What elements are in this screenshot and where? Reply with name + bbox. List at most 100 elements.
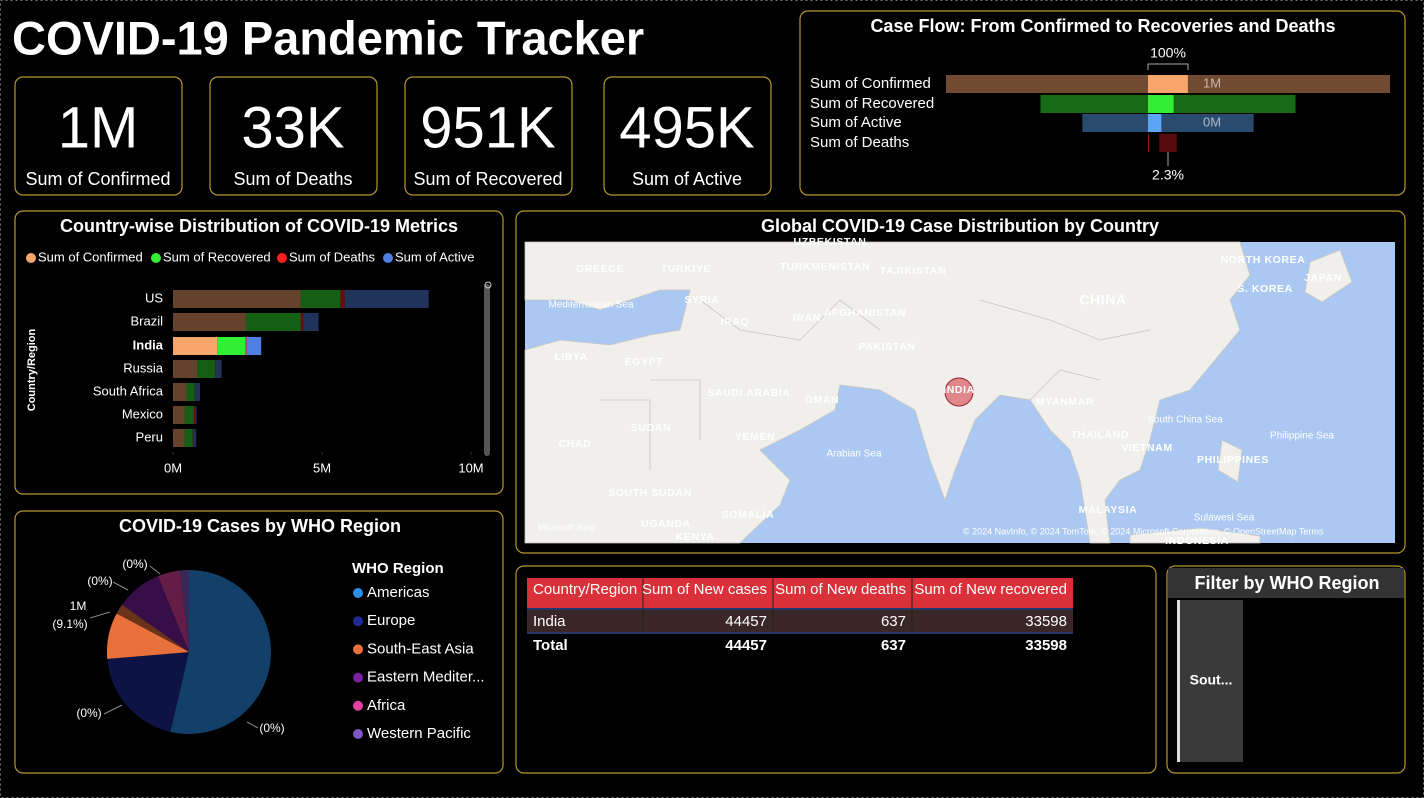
slicer-button[interactable] — [1177, 600, 1243, 762]
map-label: SOMALIA — [722, 509, 775, 521]
pie-percent-label: (0%) — [122, 557, 147, 571]
chart-title: COVID-19 Cases by WHO Region — [119, 516, 401, 536]
page-title: COVID-19 Pandemic Tracker — [12, 11, 644, 64]
map-label: SUDAN — [631, 422, 671, 434]
legend-label: Sum of Deaths — [289, 249, 375, 264]
pie-highlight — [107, 613, 189, 659]
card-value: 495K — [619, 95, 755, 160]
table-row-bg — [527, 610, 1073, 632]
legend-label: Europe — [367, 612, 415, 629]
map-label: IRAQ — [721, 316, 750, 328]
map-label: CHAD — [559, 438, 592, 450]
legend-label: Sum of Confirmed — [38, 249, 143, 264]
funnel-panel — [799, 10, 1406, 196]
pie-slice — [122, 576, 189, 652]
bar-segment — [192, 429, 194, 447]
table-total: 44457 — [725, 637, 767, 654]
map[interactable]: UZBEKISTAN GREECE TÜRKIYE TURKMENISTAN TAJIK… — [524, 236, 1395, 547]
map-label: IRAN — [793, 312, 821, 324]
card-panel — [404, 76, 573, 196]
legend-marker — [151, 253, 161, 263]
map-bubble[interactable] — [944, 377, 974, 407]
table-header: Sum of New cases — [642, 581, 767, 598]
map-sea-label: South China Sea — [1147, 415, 1223, 426]
funnel-label: Sum of Deaths — [810, 134, 909, 151]
bar-segment — [186, 383, 195, 401]
funnel-bracket — [1147, 63, 1189, 70]
bar-segment — [300, 290, 341, 308]
legend-marker — [353, 729, 363, 739]
card-value: 1M — [58, 95, 139, 160]
map-provider: Microsoft Bing — [538, 522, 595, 532]
map-label: SYRIA — [684, 294, 719, 306]
map-label: YEMEN — [735, 431, 775, 443]
table-total: 33598 — [1025, 637, 1067, 654]
map-sea-label: Sulawesi Sea — [1194, 513, 1255, 524]
table-header: Country/Region — [533, 581, 637, 598]
y-tick-label: Brazil — [130, 313, 163, 328]
scrollbar[interactable] — [484, 284, 490, 456]
slicer-title: Filter by WHO Region — [1194, 573, 1379, 593]
scrollbar-thumb[interactable] — [484, 281, 492, 289]
map-land — [524, 241, 1251, 544]
y-tick-label: Mexico — [122, 406, 163, 421]
map-label: TAJIKISTAN — [880, 265, 946, 277]
legend-marker — [353, 672, 363, 683]
y-tick-label: India — [133, 337, 164, 352]
card-value: 33K — [241, 95, 345, 160]
bar-segment — [344, 290, 429, 308]
table-cell: 637 — [881, 613, 906, 630]
funnel-value-label: 0M — [1203, 114, 1221, 129]
legend-label: Western Pacific — [367, 725, 471, 742]
bar-segment — [193, 406, 196, 424]
map-label: TURKMENISTAN — [780, 261, 870, 273]
chart-title: Case Flow: From Confirmed to Recoveries … — [870, 16, 1335, 36]
legend-label: Sum of Recovered — [163, 249, 271, 264]
legend-marker — [26, 253, 36, 263]
bar-segment — [300, 313, 304, 331]
map-label: SOUTH SUDAN — [608, 487, 692, 499]
x-tick-label: 5M — [313, 460, 331, 475]
bar-segment — [173, 429, 185, 447]
map-sea-label: Arabian Sea — [826, 449, 881, 460]
map-label: VIETNAM — [1121, 442, 1172, 454]
table-header: Sum of New deaths — [775, 581, 906, 598]
map-label: INDIA — [943, 384, 975, 396]
bar-segment — [173, 383, 187, 401]
legend-label: Sum of Active — [395, 249, 474, 264]
card-label: Sum of Deaths — [233, 169, 352, 189]
table-total: 637 — [881, 637, 906, 654]
table-cell: 33598 — [1025, 613, 1067, 630]
legend-label: South-East Asia — [367, 640, 474, 657]
legend-marker — [353, 588, 363, 598]
map-label: SAUDI ARABIA — [707, 387, 790, 399]
bar-segment — [173, 406, 185, 424]
map-label: OMAN — [805, 394, 839, 406]
bar-segment — [194, 383, 200, 401]
pie-panel — [14, 510, 504, 774]
y-axis-title: Country/Region — [26, 328, 38, 411]
map-label: PAKISTAN — [859, 341, 916, 353]
map-sea-label: Philippine Sea — [1270, 431, 1334, 442]
bar-segment — [215, 360, 222, 378]
card-panel — [603, 76, 772, 196]
map-label: JAPAN — [1304, 272, 1342, 284]
map-label: S. KOREA — [1237, 283, 1293, 295]
map-attribution: © 2024 NavInfo, © 2024 TomTom, © 2024 Mi… — [963, 526, 1324, 536]
legend-label: Americas — [367, 584, 430, 601]
map-sea-label: Mediterranean Sea — [548, 300, 633, 311]
map-label: LIBYA — [554, 351, 588, 363]
slicer-item: Sout... — [1190, 672, 1233, 688]
pie-value-label: 1M — [70, 599, 87, 613]
map-land — [1304, 249, 1353, 303]
map-label: UZBEKISTAN — [794, 236, 867, 248]
map-label: MALAYSIA — [1079, 504, 1138, 516]
map-label: KENYA — [676, 531, 715, 543]
table-header: Sum of New recovered — [914, 581, 1067, 598]
bar-segment — [217, 337, 246, 355]
pie-percent-label: (0%) — [76, 706, 101, 720]
funnel-bar — [1159, 134, 1177, 152]
bar-segment — [173, 313, 246, 331]
